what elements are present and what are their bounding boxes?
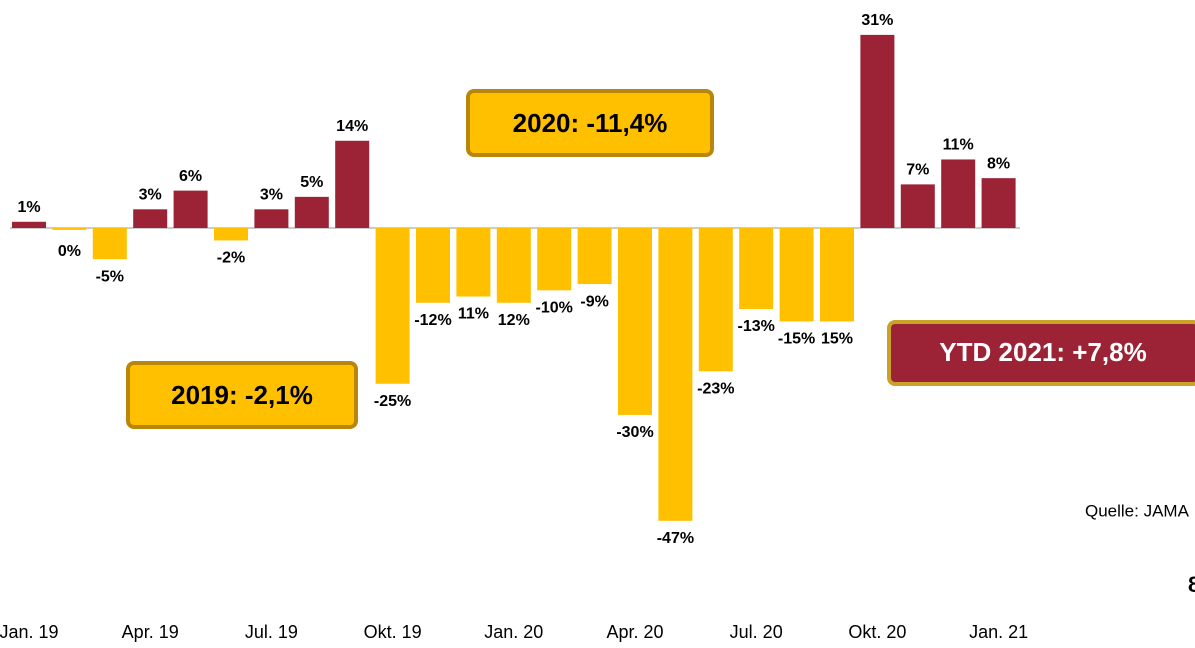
bar (618, 228, 652, 415)
bar (92, 228, 127, 260)
value-label: 0% (58, 243, 81, 260)
value-label: 11% (458, 306, 489, 323)
bar (698, 228, 733, 372)
value-label: -2% (217, 250, 245, 267)
bar (900, 184, 935, 228)
bar (52, 228, 87, 230)
value-label: 3% (139, 187, 162, 204)
x-tick-label: Jul. 20 (730, 622, 783, 642)
x-tick-label: Jan. 20 (484, 622, 543, 642)
bar (658, 228, 693, 521)
page-number: 8 (1188, 572, 1195, 597)
bar (860, 34, 895, 229)
value-label: -5% (96, 268, 124, 285)
bar (375, 228, 410, 384)
x-tick-label: Okt. 20 (848, 622, 906, 642)
x-tick-label: Jan. 19 (0, 622, 59, 642)
value-label: -15% (778, 331, 815, 348)
bar (416, 228, 450, 303)
annotation: 2019: -2,1% (171, 380, 313, 410)
annotation-box (126, 361, 358, 429)
value-label: -47% (657, 530, 694, 547)
value-label: -23% (697, 381, 734, 398)
bar (739, 228, 774, 309)
value-label: 1% (17, 199, 40, 216)
value-label: 7% (906, 162, 929, 179)
bar (779, 228, 814, 322)
bar (981, 178, 1016, 228)
value-label: -10% (536, 300, 573, 317)
x-tick-label: Jan. 21 (969, 622, 1028, 642)
annotation: 2020: -11,4% (513, 108, 668, 138)
value-label: 31% (861, 12, 893, 29)
bar (537, 228, 572, 291)
bar (133, 209, 168, 228)
value-label: 15% (821, 331, 853, 348)
bar (456, 228, 491, 297)
bar (335, 140, 370, 228)
value-label: -12% (414, 312, 451, 329)
value-label: 11% (943, 137, 974, 154)
bar (294, 196, 329, 228)
x-tick-label: Jul. 19 (245, 622, 298, 642)
annotation: YTD 2021: +7,8% (939, 337, 1146, 367)
value-label: -9% (580, 293, 608, 310)
annotation-box (887, 320, 1195, 386)
bar (820, 228, 854, 322)
annotation-box (466, 89, 714, 157)
bar (173, 190, 208, 228)
x-tick-label: Apr. 19 (122, 622, 179, 642)
value-label: -30% (616, 424, 653, 441)
value-label: 14% (336, 118, 368, 135)
value-label: 5% (300, 174, 323, 191)
x-tick-label: Okt. 19 (364, 622, 422, 642)
source: Quelle: JAMA (1085, 501, 1190, 520)
bar (577, 228, 612, 285)
bar (941, 159, 976, 228)
x-tick-label: Apr. 20 (606, 622, 663, 642)
value-label: -25% (374, 393, 411, 410)
bar (496, 228, 531, 303)
value-label: 8% (987, 155, 1010, 172)
value-label: 3% (260, 187, 283, 204)
value-label: -13% (738, 318, 775, 335)
bar (12, 221, 46, 228)
value-label: 6% (179, 168, 202, 185)
bar (214, 228, 248, 241)
value-label: 12% (498, 312, 530, 329)
bar (254, 209, 289, 228)
